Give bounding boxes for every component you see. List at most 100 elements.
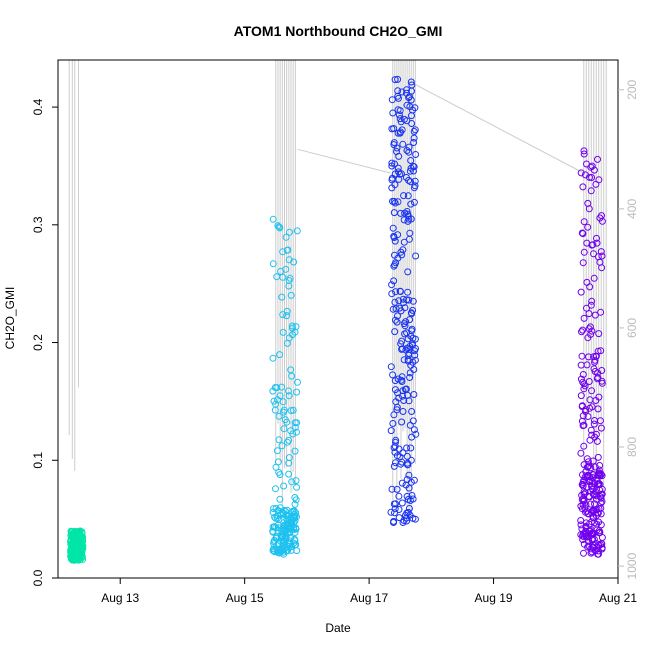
data-point: [411, 177, 419, 185]
data-point: [594, 481, 602, 489]
data-point: [270, 547, 278, 555]
data-point: [588, 162, 596, 170]
data-point: [394, 312, 401, 320]
data-point: [390, 519, 397, 526]
data-point: [278, 442, 286, 450]
data-point: [393, 485, 401, 493]
data-point: [407, 178, 414, 186]
data-point: [394, 164, 402, 172]
data-point: [578, 403, 586, 410]
data-point: [291, 419, 299, 427]
data-point: [401, 304, 409, 312]
data-point: [580, 248, 588, 256]
data-point: [399, 449, 407, 457]
data-point: [598, 472, 606, 480]
data-point: [396, 304, 404, 312]
data-point: [591, 463, 599, 471]
data-point: [595, 176, 603, 184]
data-point: [583, 361, 591, 369]
data-point: [582, 501, 590, 509]
data-point: [282, 536, 290, 543]
data-point: [597, 470, 605, 478]
data-point: [410, 184, 418, 192]
data-point: [400, 192, 408, 200]
data-point: [578, 525, 586, 533]
data-point: [410, 426, 418, 434]
data-point: [406, 167, 414, 175]
data-point: [397, 170, 405, 178]
data-point: [588, 529, 595, 537]
data-point: [398, 378, 406, 385]
data-point: [400, 216, 408, 224]
data-point: [579, 230, 587, 238]
data-point: [273, 447, 281, 455]
data-point: [405, 94, 413, 102]
data-point: [279, 273, 287, 281]
data-point: [582, 468, 590, 476]
data-point: [391, 298, 399, 306]
data-point: [75, 529, 83, 537]
x-tick-label: Aug 21: [599, 591, 637, 605]
data-point: [291, 328, 299, 336]
data-point: [581, 531, 589, 539]
data-point: [588, 297, 596, 305]
data-point: [587, 187, 595, 195]
data-point: [578, 505, 586, 513]
data-point: [577, 521, 585, 529]
data-point: [290, 258, 298, 266]
data-point: [589, 514, 597, 522]
data-point: [411, 515, 419, 523]
data-point: [399, 246, 407, 254]
data-point: [589, 457, 597, 465]
data-point: [270, 397, 278, 405]
data-point: [593, 505, 601, 513]
data-point: [577, 449, 585, 457]
data-point: [403, 492, 411, 500]
data-point: [403, 101, 411, 109]
data-point: [579, 479, 587, 486]
data-point: [285, 459, 293, 467]
data-point: [410, 366, 418, 373]
data-point: [279, 530, 287, 537]
data-point: [595, 550, 602, 558]
data-point: [598, 252, 606, 260]
data-point: [578, 496, 586, 504]
data-point: [398, 88, 406, 96]
data-point: [398, 479, 406, 487]
data-point: [582, 532, 590, 540]
data-point: [391, 76, 399, 84]
x-tick-label: Aug 13: [101, 591, 139, 605]
data-point: [387, 363, 395, 371]
data-point: [598, 379, 606, 387]
data-point: [590, 491, 598, 499]
data-point: [597, 308, 605, 316]
data-point: [292, 524, 300, 532]
data-point: [74, 535, 82, 543]
data-point: [396, 287, 404, 295]
data-point: [287, 366, 295, 374]
data-point: [399, 140, 407, 148]
data-point: [399, 345, 406, 353]
data-point: [395, 111, 403, 119]
data-point: [404, 288, 412, 296]
data-point: [69, 545, 77, 553]
data-point: [590, 365, 598, 373]
data-point: [280, 510, 288, 518]
data-point: [285, 392, 293, 400]
data-point: [586, 396, 594, 404]
data-point: [594, 155, 601, 163]
data-point: [293, 227, 301, 235]
data-point: [579, 371, 587, 378]
x-tick-label: Aug 19: [475, 591, 513, 605]
y-tick-label: 0.1: [31, 452, 45, 469]
data-point: [598, 540, 606, 548]
data-point: [405, 505, 413, 512]
data-point: [405, 143, 413, 151]
data-point: [399, 408, 407, 415]
data-point: [398, 126, 406, 134]
data-point: [595, 330, 603, 338]
data-point: [592, 352, 600, 360]
data-point: [388, 290, 396, 298]
data-point: [580, 461, 588, 469]
data-point: [597, 424, 605, 432]
